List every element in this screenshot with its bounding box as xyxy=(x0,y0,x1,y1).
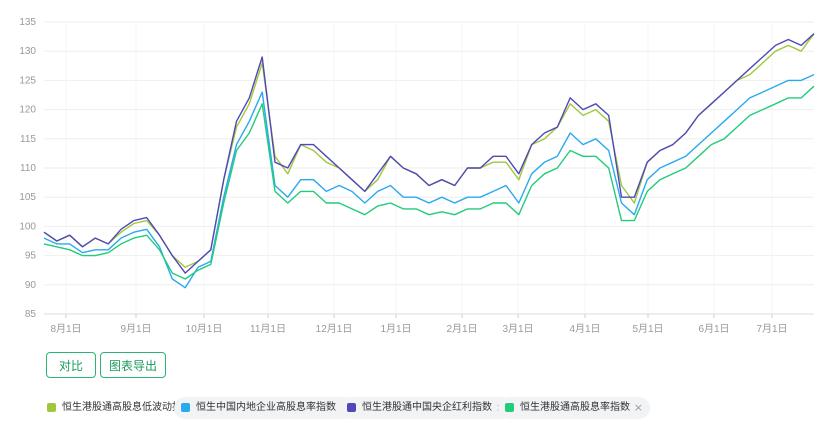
series-line-3 xyxy=(43,85,815,280)
y-tick-label: 90 xyxy=(25,280,37,291)
x-tick-label: 1月1日 xyxy=(380,323,411,335)
x-tick-label: 12月1日 xyxy=(316,323,353,335)
legend-label: 恒生中国内地企业高股息率指数 xyxy=(196,402,336,413)
legend-item-soe[interactable]: 恒生港股通中国央企红利指数 × xyxy=(340,397,512,419)
x-tick-label: 5月1日 xyxy=(632,323,663,335)
y-tick-label: 120 xyxy=(19,105,36,116)
legend-label: 恒生港股通高股息低波动指数 xyxy=(62,402,192,413)
close-icon[interactable]: × xyxy=(633,401,643,414)
y-tick-label: 125 xyxy=(19,75,36,86)
legend-item-low-vol[interactable]: 恒生港股通高股息低波动指数 xyxy=(40,397,192,419)
y-tick-label: 130 xyxy=(19,46,36,57)
x-tick-label: 6月1日 xyxy=(698,323,729,335)
y-tick-label: 115 xyxy=(20,134,36,145)
legend-label: 恒生港股通高股息率指数 xyxy=(520,402,630,413)
series-line-2 xyxy=(43,33,815,274)
legend-swatch xyxy=(505,403,514,412)
y-tick-label: 85 xyxy=(25,309,37,320)
x-tick-label: 8月1日 xyxy=(50,323,81,335)
compare-button[interactable]: 对比 xyxy=(46,352,96,378)
x-tick-label: 11月1日 xyxy=(250,323,286,335)
y-tick-label: 135 xyxy=(19,17,36,28)
legend-swatch xyxy=(181,403,190,412)
line-chart: 85 90 95 100 105 110 115 120 125 130 135 8月1日 9月1日 10… xyxy=(19,17,815,335)
legend-item-mainland[interactable]: 恒生中国内地企业高股息率指数 × xyxy=(174,397,356,419)
y-tick-label: 105 xyxy=(19,192,36,203)
series-line-0 xyxy=(43,33,815,268)
x-tick-label: 9月1日 xyxy=(120,323,151,335)
x-tick-label: 7月1日 xyxy=(756,323,787,335)
legend-item-high-div[interactable]: 恒生港股通高股息率指数 × xyxy=(498,397,650,419)
y-tick-label: 100 xyxy=(19,221,36,232)
x-tick-label: 4月1日 xyxy=(569,323,600,335)
x-tick-label: 10月1日 xyxy=(186,323,223,335)
series-line-1 xyxy=(43,73,815,289)
x-tick-label: 2月1日 xyxy=(446,323,477,335)
legend-label: 恒生港股通中国央企红利指数 xyxy=(362,402,492,413)
y-tick-label: 95 xyxy=(25,251,37,262)
x-tick-label: 3月1日 xyxy=(502,323,533,335)
legend-swatch xyxy=(347,403,356,412)
y-tick-label: 110 xyxy=(20,163,36,174)
export-chart-button[interactable]: 图表导出 xyxy=(100,352,166,378)
legend-swatch xyxy=(47,403,56,412)
